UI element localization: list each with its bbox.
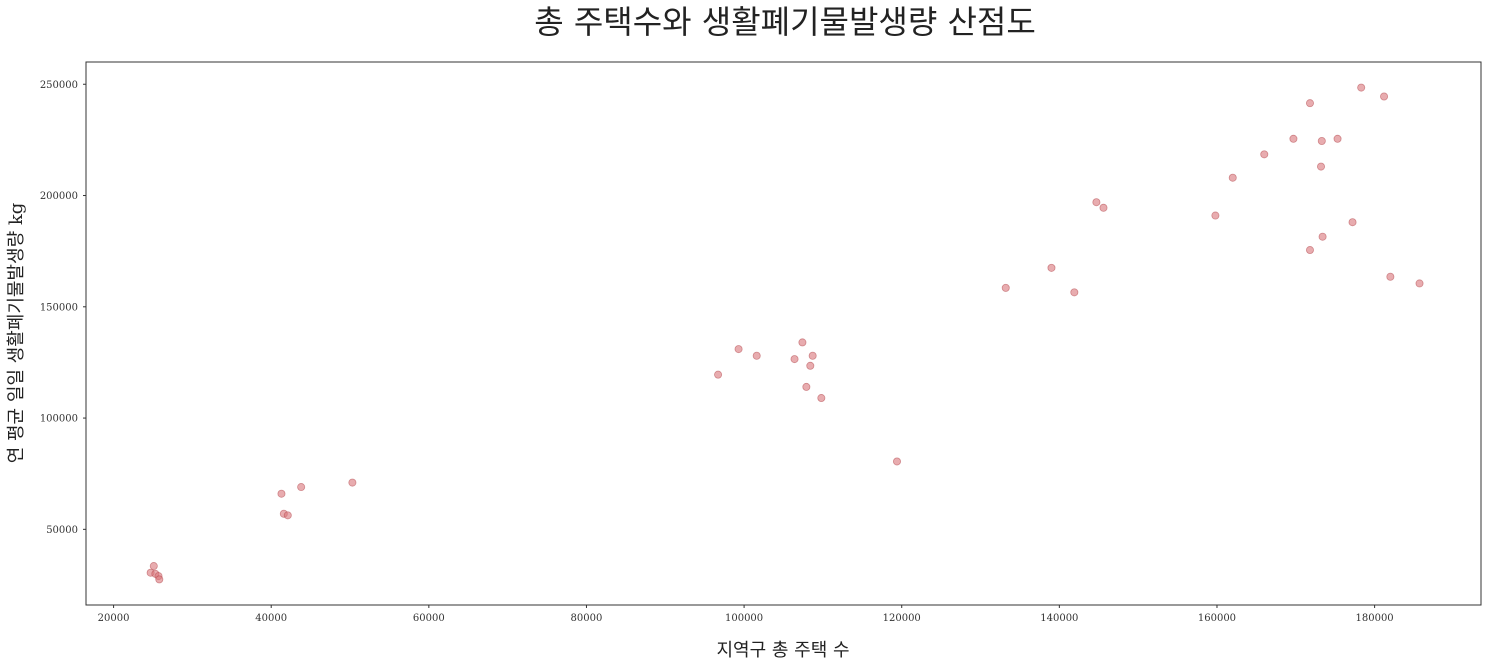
scatter-point-11 [734, 345, 743, 354]
scatter-point-27 [1260, 150, 1269, 159]
scatter-point-34 [1333, 134, 1342, 143]
scatter-point-9 [348, 478, 357, 487]
scatter-point-16 [806, 361, 815, 370]
x-tick-label: 80000 [571, 613, 603, 624]
scatter-point-29 [1305, 99, 1314, 108]
scatter-point-38 [1386, 272, 1395, 281]
scatter-point-19 [892, 457, 901, 466]
scatter-point-28 [1289, 134, 1298, 143]
y-axis-label: 연 평균 일일 생활폐기물발생량 kg [6, 203, 27, 464]
x-axis: 20000 40000 60000 80000 100000 120000 140000 16… [98, 605, 1394, 624]
y-tick-label: 200000 [40, 191, 78, 202]
scatter-point-13 [790, 355, 799, 364]
x-tick-label: 40000 [255, 613, 287, 624]
scatter-point-8 [297, 483, 306, 492]
x-tick-label: 140000 [1040, 613, 1078, 624]
y-tick-label: 150000 [40, 302, 78, 313]
scatter-point-14 [798, 338, 807, 347]
x-tick-label: 60000 [413, 613, 445, 624]
scatter-point-37 [1380, 92, 1389, 101]
x-axis-label: 지역구 총 주택 수 [716, 640, 849, 661]
scatter-point-31 [1317, 162, 1326, 171]
y-tick-label: 250000 [40, 80, 78, 91]
scatter-point-30 [1305, 246, 1314, 255]
x-tick-label: 100000 [725, 613, 763, 624]
scatter-point-21 [1047, 263, 1056, 272]
scatter-point-36 [1357, 83, 1366, 92]
scatter-point-33 [1318, 232, 1327, 241]
scatter-point-17 [808, 351, 817, 360]
y-tick-label: 100000 [40, 414, 78, 425]
scatter-point-35 [1348, 218, 1357, 227]
x-tick-label: 180000 [1356, 613, 1394, 624]
scatter-point-39 [1415, 279, 1424, 288]
scatter-point-24 [1099, 203, 1108, 212]
plot-frame [85, 61, 1482, 606]
scatter-point-10 [714, 370, 723, 379]
points-layer [146, 83, 1424, 584]
scatter-point-15 [802, 382, 811, 391]
chart-title: 총 주택수와 생활폐기물발생량 산점도 [534, 3, 1036, 41]
scatter-point-18 [817, 394, 826, 403]
scatter-point-20 [1001, 283, 1010, 292]
scatter-point-7 [283, 511, 292, 520]
x-tick-label: 160000 [1198, 613, 1236, 624]
scatter-point-25 [1211, 211, 1220, 220]
x-tick-label: 20000 [98, 613, 130, 624]
x-tick-label: 120000 [883, 613, 921, 624]
scatter-point-1 [149, 562, 158, 571]
scatter-point-5 [277, 489, 286, 498]
scatter-point-22 [1070, 288, 1079, 297]
y-axis: 50000 100000 150000 200000 250000 [40, 80, 86, 536]
scatter-point-32 [1317, 137, 1326, 146]
y-tick-label: 50000 [46, 525, 78, 536]
scatter-point-4 [155, 575, 164, 584]
scatter-point-12 [752, 351, 761, 360]
scatter-point-26 [1228, 173, 1237, 182]
scatter-point-23 [1092, 198, 1101, 207]
